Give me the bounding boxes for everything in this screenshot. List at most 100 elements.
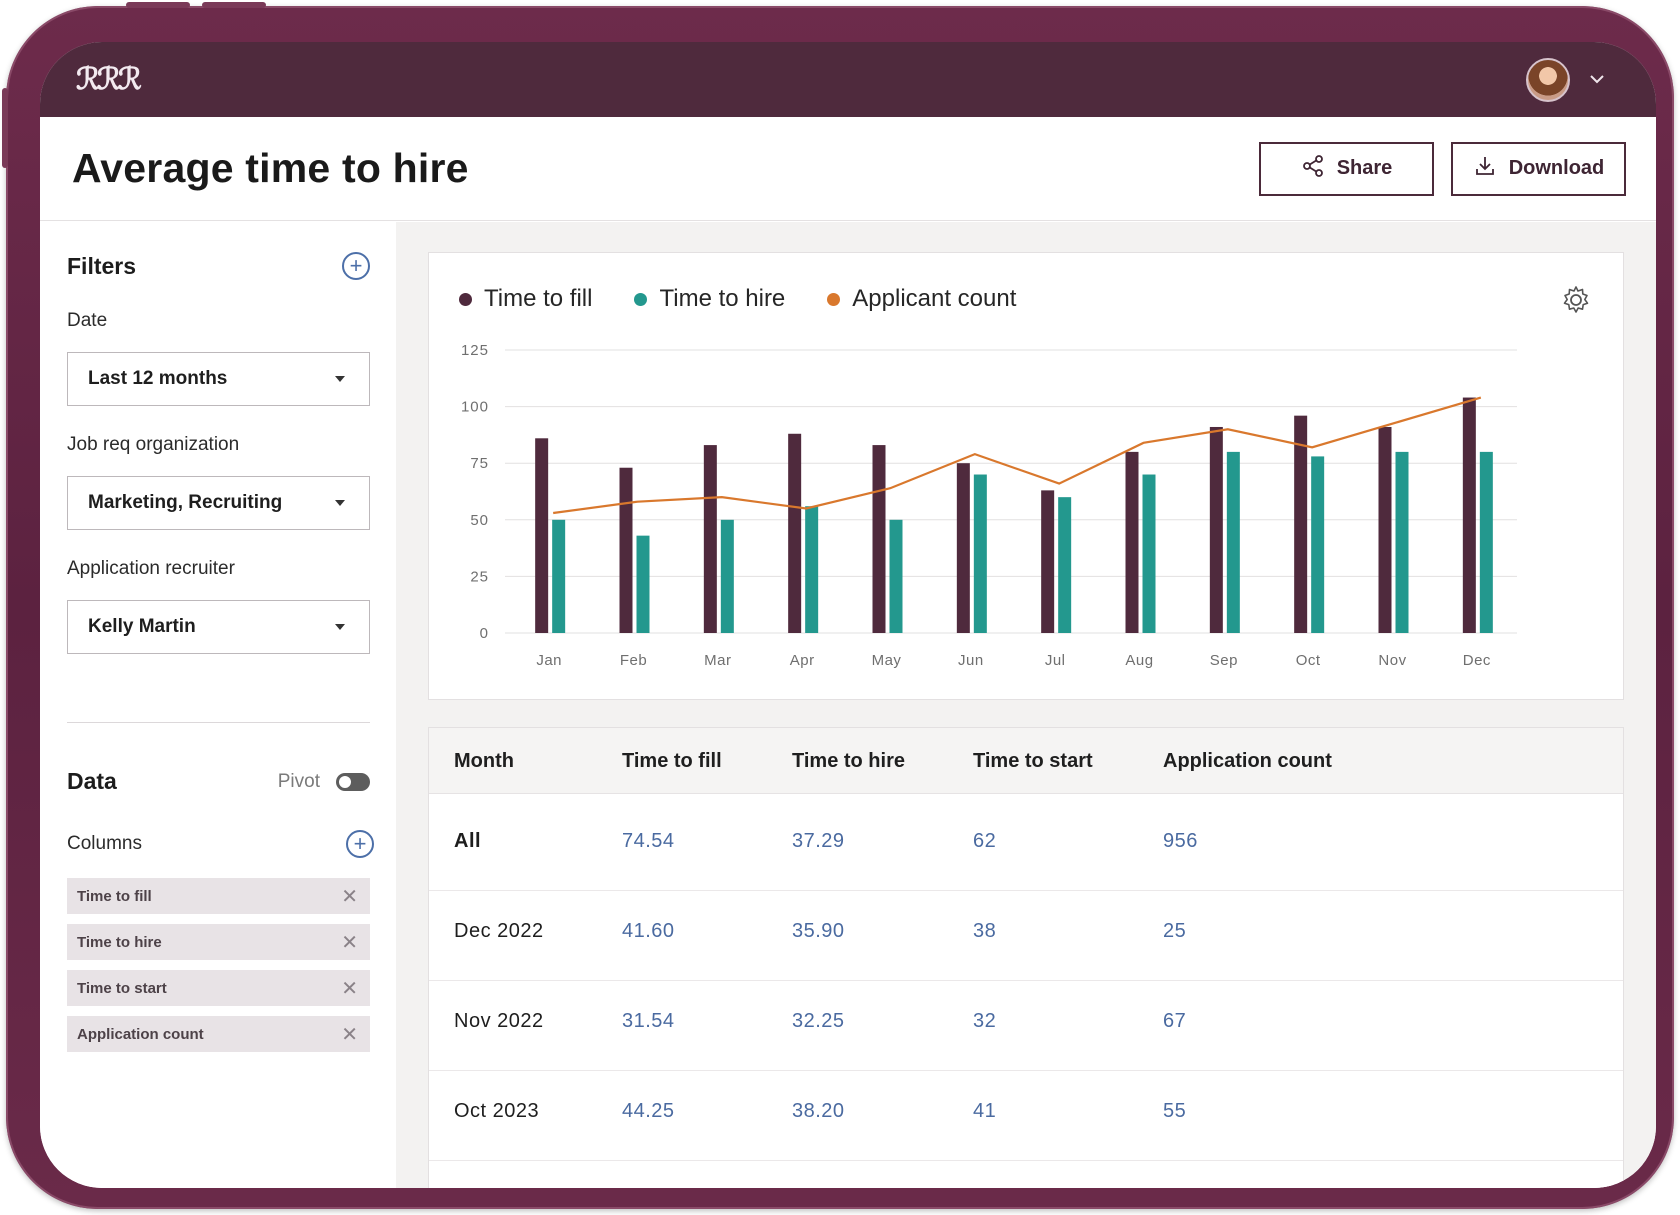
page-header: Average time to hire Share Download [40, 117, 1656, 221]
caret-down-icon [335, 500, 345, 506]
cell-application-count[interactable]: 25 [1163, 920, 1187, 942]
x-tick-label: Jun [958, 652, 984, 669]
cell-time-to-start[interactable]: 41 [973, 1100, 997, 1122]
column-chip[interactable]: Time to fill ✕ [67, 878, 370, 914]
cell-time-to-hire[interactable]: 32.25 [792, 1010, 845, 1032]
bar-time-to-hire [552, 519, 566, 633]
cell-time-to-hire[interactable]: 38.20 [792, 1100, 845, 1122]
table-row[interactable]: Dec 2022 41.60 35.90 38 25 [429, 884, 1623, 981]
column-chip-label: Time to fill [77, 887, 152, 905]
close-icon[interactable]: ✕ [341, 977, 358, 1000]
gear-icon[interactable] [1561, 285, 1591, 315]
recruiter-label: Application recruiter [67, 558, 235, 579]
legend-label: Applicant count [852, 285, 1017, 312]
close-icon[interactable]: ✕ [341, 931, 358, 954]
bar-time-to-fill [872, 445, 886, 633]
close-icon[interactable]: ✕ [341, 1023, 358, 1046]
bar-time-to-hire [973, 474, 987, 633]
table-row[interactable]: Nov 2022 31.54 32.25 32 67 [429, 974, 1623, 1071]
bar-time-to-hire [1395, 451, 1409, 633]
recruiter-select[interactable]: Kelly Martin [67, 600, 370, 654]
cell-month: Dec 2022 [454, 920, 544, 942]
column-chip-label: Time to start [77, 979, 167, 997]
pivot-control[interactable]: Pivot [278, 771, 370, 793]
filters-header: Filters + [67, 252, 370, 280]
bar-time-to-fill [788, 433, 802, 633]
bar-time-to-hire [1479, 451, 1493, 633]
bar-time-to-fill [956, 463, 970, 633]
add-filter-icon[interactable]: + [342, 252, 370, 280]
download-icon [1473, 154, 1497, 184]
column-chip[interactable]: Application count ✕ [67, 1016, 370, 1052]
share-label: Share [1336, 157, 1393, 179]
data-title: Data [67, 768, 117, 794]
org-select[interactable]: Marketing, Recruiting [67, 476, 370, 530]
share-button[interactable]: Share [1259, 141, 1434, 196]
y-tick-label: 75 [470, 455, 489, 472]
main-content: Time to fill Time to hire Applicant coun… [396, 222, 1656, 1188]
legend-item-time-to-hire[interactable]: Time to hire [634, 285, 785, 313]
cell-time-to-fill[interactable]: 41.60 [622, 920, 675, 942]
x-tick-label: Jul [1045, 652, 1066, 669]
avatar[interactable] [1526, 57, 1570, 102]
chevron-down-icon[interactable] [1588, 69, 1606, 90]
cell-time-to-fill[interactable]: 31.54 [622, 1010, 675, 1032]
logo-icon[interactable]: ℛℛℛ [76, 62, 142, 97]
bar-time-to-hire [720, 519, 734, 633]
sidebar-divider [67, 722, 370, 723]
cell-application-count[interactable]: 956 [1163, 830, 1198, 852]
legend-item-applicant-count[interactable]: Applicant count [827, 285, 1016, 313]
org-label: Job req organization [67, 434, 240, 455]
pivot-label: Pivot [277, 770, 320, 792]
bar-time-to-hire [889, 519, 903, 633]
cell-time-to-hire[interactable]: 35.90 [792, 920, 845, 942]
filters-title: Filters [67, 252, 137, 279]
cell-application-count[interactable]: 67 [1163, 1010, 1187, 1032]
bar-time-to-hire [636, 535, 650, 633]
table-header: Month Time to fill Time to hire Time to … [429, 728, 1623, 794]
add-column-icon[interactable]: + [346, 830, 374, 858]
table-row[interactable]: Oct 2023 44.25 38.20 41 55 [429, 1064, 1623, 1161]
x-tick-label: May [872, 652, 902, 669]
bar-time-to-fill [619, 467, 633, 633]
pivot-toggle[interactable] [336, 772, 370, 791]
share-icon [1301, 154, 1325, 184]
org-select-value: Marketing, Recruiting [88, 492, 283, 513]
close-icon[interactable]: ✕ [341, 885, 358, 908]
bar-time-to-fill [1462, 397, 1476, 633]
x-tick-label: Mar [704, 652, 731, 669]
download-button[interactable]: Download [1451, 141, 1626, 196]
legend-label: Time to fill [484, 285, 593, 312]
cell-application-count[interactable]: 55 [1163, 1100, 1187, 1122]
cell-time-to-hire[interactable]: 37.29 [792, 830, 845, 852]
column-header-time-to-start[interactable]: Time to start [973, 750, 1093, 772]
cell-time-to-fill[interactable]: 74.54 [622, 830, 675, 852]
column-header-month[interactable]: Month [454, 750, 514, 772]
x-tick-label: Nov [1378, 652, 1406, 669]
date-select[interactable]: Last 12 months [67, 352, 370, 406]
legend-item-time-to-fill[interactable]: Time to fill [459, 285, 592, 313]
bar-time-to-fill [1209, 426, 1223, 633]
chart-card: Time to fill Time to hire Applicant coun… [428, 252, 1624, 700]
cell-time-to-start[interactable]: 62 [973, 830, 997, 852]
column-header-time-to-hire[interactable]: Time to hire [792, 750, 905, 772]
screen: ℛℛℛ Average time to hire Share [40, 42, 1656, 1188]
column-chip[interactable]: Time to hire ✕ [67, 924, 370, 960]
cell-time-to-start[interactable]: 38 [973, 920, 997, 942]
legend-dot [459, 292, 472, 306]
table-row[interactable]: All 74.54 37.29 62 956 [429, 794, 1623, 891]
column-header-application-count[interactable]: Application count [1163, 750, 1332, 772]
bar-time-to-fill [535, 438, 549, 633]
volume-button [126, 2, 190, 8]
columns-label: Columns [67, 833, 142, 854]
user-menu[interactable] [1526, 57, 1606, 102]
column-chip[interactable]: Time to start ✕ [67, 970, 370, 1006]
cell-time-to-fill[interactable]: 44.25 [622, 1100, 675, 1122]
column-chip-label: Time to hire [77, 933, 162, 951]
column-header-time-to-fill[interactable]: Time to fill [622, 750, 722, 772]
y-tick-label: 100 [461, 399, 489, 416]
cell-time-to-start[interactable]: 32 [973, 1010, 997, 1032]
y-tick-label: 0 [480, 625, 489, 642]
x-tick-label: Feb [620, 652, 647, 669]
